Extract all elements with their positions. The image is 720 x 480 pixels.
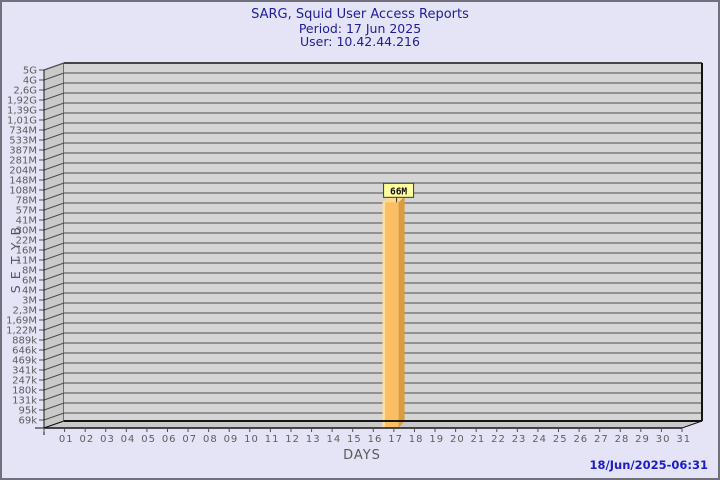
x-tick-label: 31 [676, 434, 691, 445]
y-tick-label: 11M [16, 256, 37, 267]
y-tick-label: 1,22M [6, 326, 37, 337]
x-tick-label: 27 [594, 434, 609, 445]
y-tick-label: 646k [12, 346, 37, 357]
x-tick-label: 16 [368, 434, 383, 445]
y-tick-label: 469k [12, 356, 37, 367]
x-tick-label: 26 [573, 434, 588, 445]
x-tick-label: 06 [162, 434, 177, 445]
y-tick-label: 204M [9, 166, 37, 177]
x-tick-label: 15 [347, 434, 362, 445]
x-tick-label: 21 [471, 434, 486, 445]
y-tick-label: 2,6G [13, 86, 37, 97]
x-tick-label: 03 [100, 434, 115, 445]
y-tick-label: 131k [12, 396, 37, 407]
x-tick-label: 12 [285, 434, 300, 445]
y-tick-label: 16M [16, 246, 37, 257]
x-axis-ticks: 01 02 03 04 05 06 07 08 09 10 11 12 13 14 15 16 17 18 19 20… [43, 428, 691, 445]
svg-text:66M: 66M [390, 186, 407, 197]
y-tick-label: 78M [16, 196, 37, 207]
x-tick-label: 11 [265, 434, 280, 445]
x-tick-label: 25 [553, 434, 568, 445]
y-tick-label: 95k [18, 406, 37, 417]
y-tick-label: 281M [9, 156, 37, 167]
x-tick-label: 09 [224, 434, 239, 445]
y-tick-label: 4G [23, 76, 37, 87]
y-tick-label: 22M [16, 236, 37, 247]
y-tick-label: 387M [9, 146, 37, 157]
x-tick-label: 18 [409, 434, 424, 445]
y-tick-label: 3M [22, 296, 37, 307]
y-tick-label: 148M [9, 176, 37, 187]
x-tick-label: 29 [635, 434, 650, 445]
x-tick-label: 13 [306, 434, 321, 445]
x-tick-label: 01 [59, 434, 74, 445]
y-tick-label: 889k [12, 336, 37, 347]
report-title: SARG, Squid User Access Reports [251, 7, 469, 22]
x-tick-label: 08 [203, 434, 218, 445]
y-tick-label: 1,92G [7, 96, 37, 107]
y-axis-ticks: 5G4G2,6G1,92G1,39G1,01G734M533M387M281M2… [6, 66, 44, 427]
report-period: Period: 17 Jun 2025 [298, 21, 422, 36]
x-tick-label: 23 [512, 434, 527, 445]
y-tick-label: 108M [9, 186, 37, 197]
y-tick-label: 341k [12, 366, 37, 377]
y-tick-label: 1,69M [6, 316, 37, 327]
x-tick-label: 28 [615, 434, 630, 445]
bar-value-label: 66M [383, 182, 415, 203]
x-tick-label: 02 [80, 434, 95, 445]
report-header: SARG, Squid User Access Reports Period: … [2, 7, 718, 49]
y-tick-label: 247k [12, 376, 37, 387]
y-tick-label: 30M [16, 226, 37, 237]
bar-day-17 [382, 202, 399, 428]
y-tick-label: 1,01G [7, 116, 37, 127]
y-tick-label: 41M [16, 216, 37, 227]
y-tick-label: 2,3M [12, 306, 37, 317]
y-tick-label: 734M [9, 126, 37, 137]
x-tick-label: 05 [141, 434, 156, 445]
x-tick-label: 10 [244, 434, 259, 445]
x-tick-label: 20 [450, 434, 465, 445]
report-user: User: 10.42.44.216 [300, 34, 420, 49]
y-tick-label: 6M [22, 276, 37, 287]
y-tick-label: 57M [16, 206, 37, 217]
x-tick-label: 04 [121, 434, 136, 445]
x-tick-label: 17 [388, 434, 403, 445]
x-tick-label: 07 [182, 434, 197, 445]
y-tick-label: 5G [23, 66, 37, 77]
y-tick-label: 8M [22, 266, 37, 277]
y-axis-title-letter: S [7, 285, 23, 294]
generation-timestamp: 18/Jun/2025-06:31 [589, 458, 708, 472]
plot-frame [35, 62, 703, 435]
y-tick-label: 533M [9, 136, 37, 147]
x-tick-label: 24 [532, 434, 547, 445]
x-tick-label: 30 [656, 434, 671, 445]
y-tick-label: 1,39G [7, 106, 37, 117]
y-tick-label: 4M [22, 286, 37, 297]
x-tick-label: 14 [326, 434, 341, 445]
x-axis-title: DAYS [343, 448, 381, 463]
y-tick-label: 180k [12, 386, 37, 397]
x-tick-label: 22 [491, 434, 506, 445]
bars: 66M [382, 182, 415, 428]
x-tick-label: 19 [429, 434, 444, 445]
y-tick-label: 69k [18, 416, 37, 427]
